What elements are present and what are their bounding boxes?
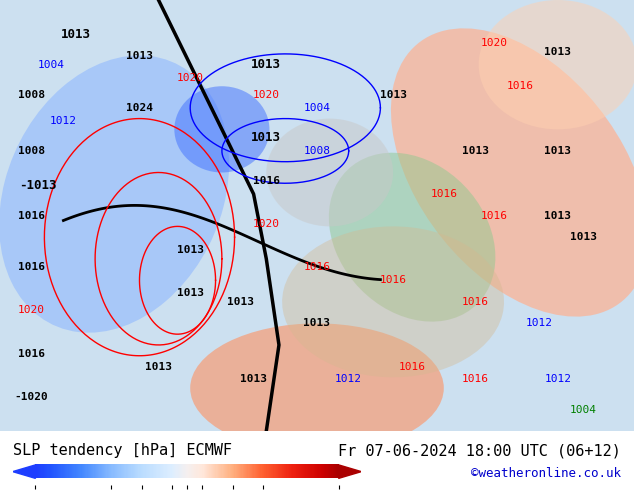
- Text: 1020: 1020: [18, 305, 45, 316]
- Text: 1020: 1020: [253, 219, 280, 229]
- Text: 1008: 1008: [18, 90, 45, 100]
- Text: 1024: 1024: [126, 103, 153, 113]
- Text: 1016: 1016: [18, 211, 45, 220]
- Text: 1016: 1016: [18, 262, 45, 272]
- Text: 1013: 1013: [177, 288, 204, 298]
- Text: -1013: -1013: [19, 179, 57, 192]
- Text: 1012: 1012: [526, 318, 552, 328]
- Text: 1016: 1016: [399, 362, 425, 371]
- Text: 1012: 1012: [335, 374, 362, 385]
- Text: 1013: 1013: [545, 146, 571, 156]
- Text: 1016: 1016: [462, 297, 489, 307]
- Text: 1013: 1013: [251, 58, 281, 71]
- Text: 1016: 1016: [304, 262, 330, 272]
- Polygon shape: [339, 465, 361, 478]
- Text: 1013: 1013: [61, 28, 91, 41]
- Ellipse shape: [0, 55, 229, 333]
- Text: 1013: 1013: [545, 47, 571, 57]
- Text: 1013: 1013: [126, 51, 153, 61]
- Text: 1020: 1020: [253, 90, 280, 100]
- Ellipse shape: [282, 226, 504, 377]
- Text: 1016: 1016: [430, 189, 457, 199]
- Text: 1016: 1016: [507, 81, 533, 91]
- Text: 1013: 1013: [304, 318, 330, 328]
- Ellipse shape: [190, 323, 444, 453]
- Text: ©weatheronline.co.uk: ©weatheronline.co.uk: [471, 467, 621, 480]
- Text: 1013: 1013: [145, 362, 172, 371]
- Text: SLP tendency [hPa] ECMWF: SLP tendency [hPa] ECMWF: [13, 443, 231, 459]
- Text: 1013: 1013: [240, 374, 267, 385]
- Text: 1016: 1016: [462, 374, 489, 385]
- Text: 1016: 1016: [253, 176, 280, 186]
- Text: 1016: 1016: [380, 275, 406, 285]
- Text: 1004: 1004: [304, 103, 330, 113]
- Text: 1004: 1004: [570, 405, 597, 415]
- Text: 1013: 1013: [228, 297, 254, 307]
- Text: 1012: 1012: [545, 374, 571, 385]
- Text: 1008: 1008: [304, 146, 330, 156]
- Ellipse shape: [174, 86, 269, 172]
- Ellipse shape: [391, 28, 634, 317]
- Text: 1008: 1008: [18, 146, 45, 156]
- Text: Fr 07-06-2024 18:00 UTC (06+12): Fr 07-06-2024 18:00 UTC (06+12): [339, 443, 621, 459]
- Text: 1012: 1012: [50, 116, 77, 126]
- Ellipse shape: [479, 0, 634, 129]
- Text: 1020: 1020: [481, 38, 508, 48]
- Text: 1013: 1013: [177, 245, 204, 255]
- Text: 1004: 1004: [37, 60, 64, 70]
- Text: 1013: 1013: [570, 232, 597, 242]
- Text: 1020: 1020: [177, 73, 204, 83]
- Text: -1020: -1020: [15, 392, 49, 402]
- Polygon shape: [13, 465, 36, 478]
- Text: 1016: 1016: [18, 348, 45, 359]
- Text: 1013: 1013: [251, 131, 281, 145]
- Ellipse shape: [329, 153, 495, 321]
- Text: 1013: 1013: [380, 90, 406, 100]
- Ellipse shape: [266, 119, 393, 226]
- Text: 1016: 1016: [481, 211, 508, 220]
- Text: 1013: 1013: [545, 211, 571, 220]
- Text: 1013: 1013: [462, 146, 489, 156]
